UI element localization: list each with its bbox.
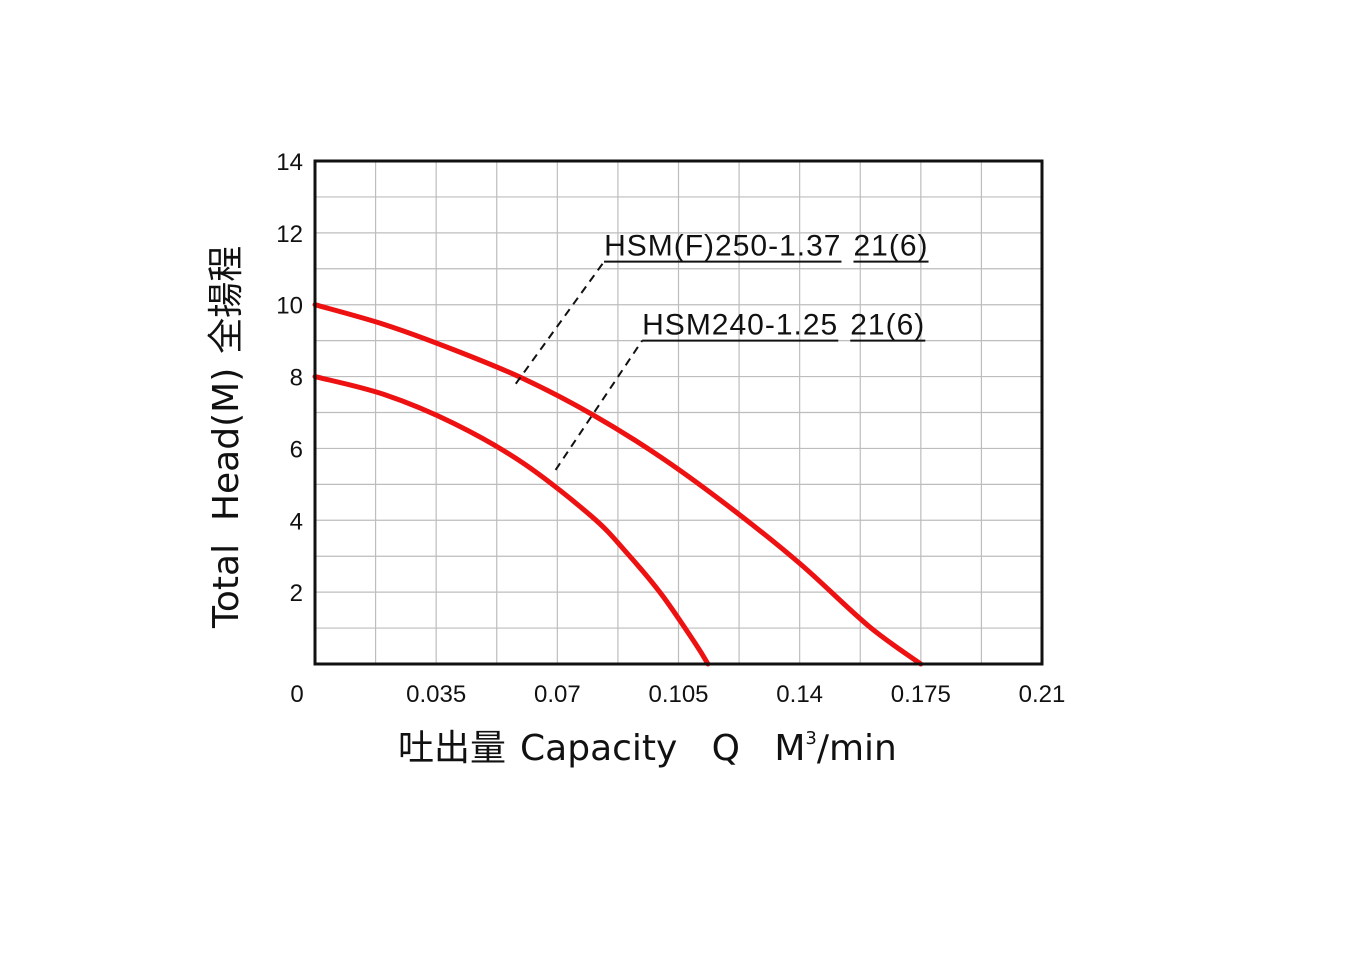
series-name-label: HSM240-1.25 [642,309,838,342]
y-tick-labels: 2 4 6 8 10 12 14 [276,149,303,607]
x-tick-label: 0.21 [1019,681,1066,708]
y-tick-label: 12 [276,221,303,248]
x-tick-label: 0 [290,681,303,708]
x-axis-title: 吐出量 Capacity Q M3/min [398,728,897,769]
x-tick-label: 0.175 [891,681,951,708]
y-axis-title: Total Head(M) 全揚程 [206,246,247,629]
x-tick-label: 0.14 [776,681,823,708]
x-tick-label: 0.035 [406,681,466,708]
curve-hsmf250 [312,302,924,667]
x-axis-title-prefix: 吐出量 [398,728,506,769]
y-tick-label: 10 [276,293,303,320]
y-tick-label: 2 [290,580,303,607]
y-tick-label: 6 [290,436,303,463]
y-axis-title-main: Total Head(M) [206,368,247,629]
callout-leader-line [554,340,643,471]
series-spec-label: 21(6) [853,230,928,263]
y-tick-label: 14 [276,149,303,176]
grid [315,161,1042,664]
callout-leader-line [514,261,605,385]
x-axis-title-superscript: 3 [805,728,816,749]
x-axis-title-suffix: /min [817,728,897,769]
y-tick-label: 4 [290,508,303,535]
x-axis-title-main: Capacity Q M [520,728,805,769]
curve-callouts: HSM(F)250-1.37 21(6) HSM240-1.25 21(6) [514,230,929,471]
y-axis-title-cjk: 全揚程 [206,246,247,354]
plot-frame [313,159,1044,666]
series-name-label: HSM(F)250-1.37 [604,230,841,263]
y-tick-label: 8 [290,365,303,392]
performance-curves [312,302,924,667]
x-tick-label: 0.105 [648,681,708,708]
series-spec-label: 21(6) [850,309,925,342]
x-tick-labels: 0 0.035 0.07 0.105 0.14 0.175 0.21 [290,681,1065,708]
x-tick-label: 0.07 [534,681,581,708]
curve-hsm240 [312,374,711,667]
